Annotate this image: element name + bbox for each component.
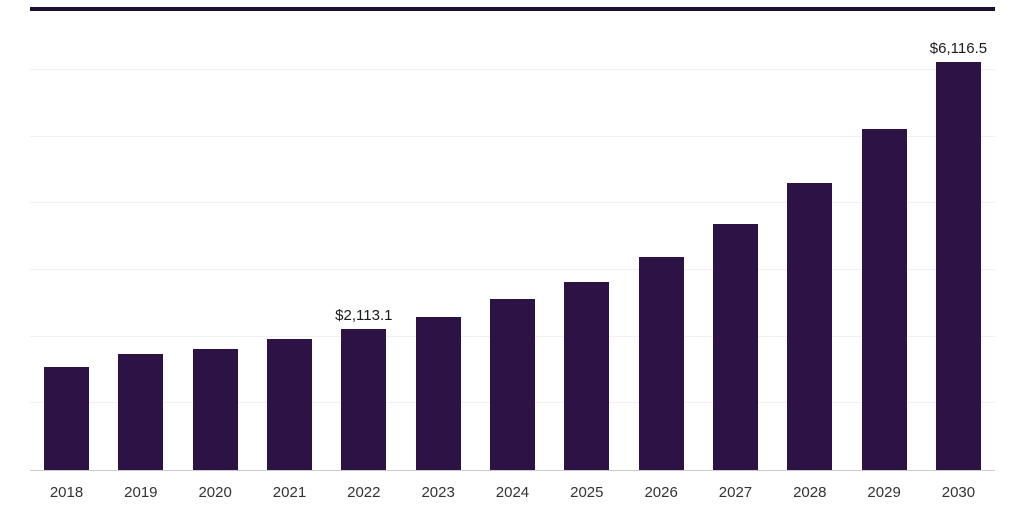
x-tick-label-2027: 2027 (718, 484, 753, 501)
data-label-2030: $6,116.5 (929, 40, 988, 58)
bar-group-2018 (44, 367, 89, 470)
bar-group-2027 (712, 224, 758, 470)
x-axis-labels: 2018 2019 2020 2021 2022 2023 2024 2025 2026 2027… (30, 484, 995, 501)
bar-group-2023 (415, 317, 461, 470)
x-tick-label-2019: 2019 (124, 484, 158, 501)
bar-chart: $2,113.1 $6,116.5 2018 2019 2020 2021 2022 202… (30, 0, 995, 512)
chart-top-border (30, 7, 995, 11)
gridline-4000 (30, 202, 995, 204)
bar-group-2030: $6,116.5 (930, 41, 987, 470)
bar-group-2020 (192, 348, 238, 470)
gridline-3000 (30, 269, 995, 270)
x-tick-label-2026: 2026 (644, 484, 678, 501)
bar-group-2019 (118, 354, 164, 470)
data-label-2022: $2,113.1 (335, 307, 393, 325)
bar-group-2028 (787, 183, 833, 470)
x-axis-line (30, 470, 995, 471)
bar-group-2029 (861, 129, 907, 470)
bar-group-2025 (564, 281, 610, 470)
x-tick-label-2028: 2028 (793, 484, 827, 501)
x-tick-label-2024: 2024 (495, 484, 530, 501)
bar-group-2026 (638, 256, 684, 470)
bar-2026 (638, 256, 684, 470)
bar-2030 (935, 62, 981, 470)
plot-area: $2,113.1 $6,116.5 (30, 10, 995, 470)
bar-2018 (44, 367, 89, 470)
gridline-6000 (30, 69, 995, 70)
x-tick-label-2018: 2018 (49, 484, 84, 501)
x-tick-label-2030: 2030 (941, 484, 976, 501)
x-tick-label-2023: 2023 (421, 484, 455, 501)
bar-group-2024 (489, 298, 535, 470)
bars-container: $2,113.1 $6,116.5 (30, 10, 995, 470)
bar-2019 (118, 354, 164, 470)
bar-2024 (489, 298, 535, 470)
x-tick-label-2021: 2021 (272, 484, 307, 501)
bar-group-2022: $2,113.1 (335, 308, 392, 470)
bar-2023 (415, 317, 461, 470)
bar-2020 (192, 348, 238, 470)
x-tick-label-2020: 2020 (198, 484, 232, 501)
bar-group-2021 (266, 339, 312, 470)
bar-2027 (712, 224, 758, 470)
gridline-5000 (30, 135, 995, 137)
bar-2021 (266, 339, 312, 470)
x-tick-label-2022: 2022 (347, 484, 381, 501)
bar-2025 (564, 281, 610, 470)
bar-2022 (341, 329, 387, 470)
x-tick-label-2029: 2029 (867, 484, 901, 501)
x-tick-label-2025: 2025 (570, 484, 604, 501)
bar-2028 (787, 183, 833, 470)
bar-2029 (861, 129, 907, 470)
